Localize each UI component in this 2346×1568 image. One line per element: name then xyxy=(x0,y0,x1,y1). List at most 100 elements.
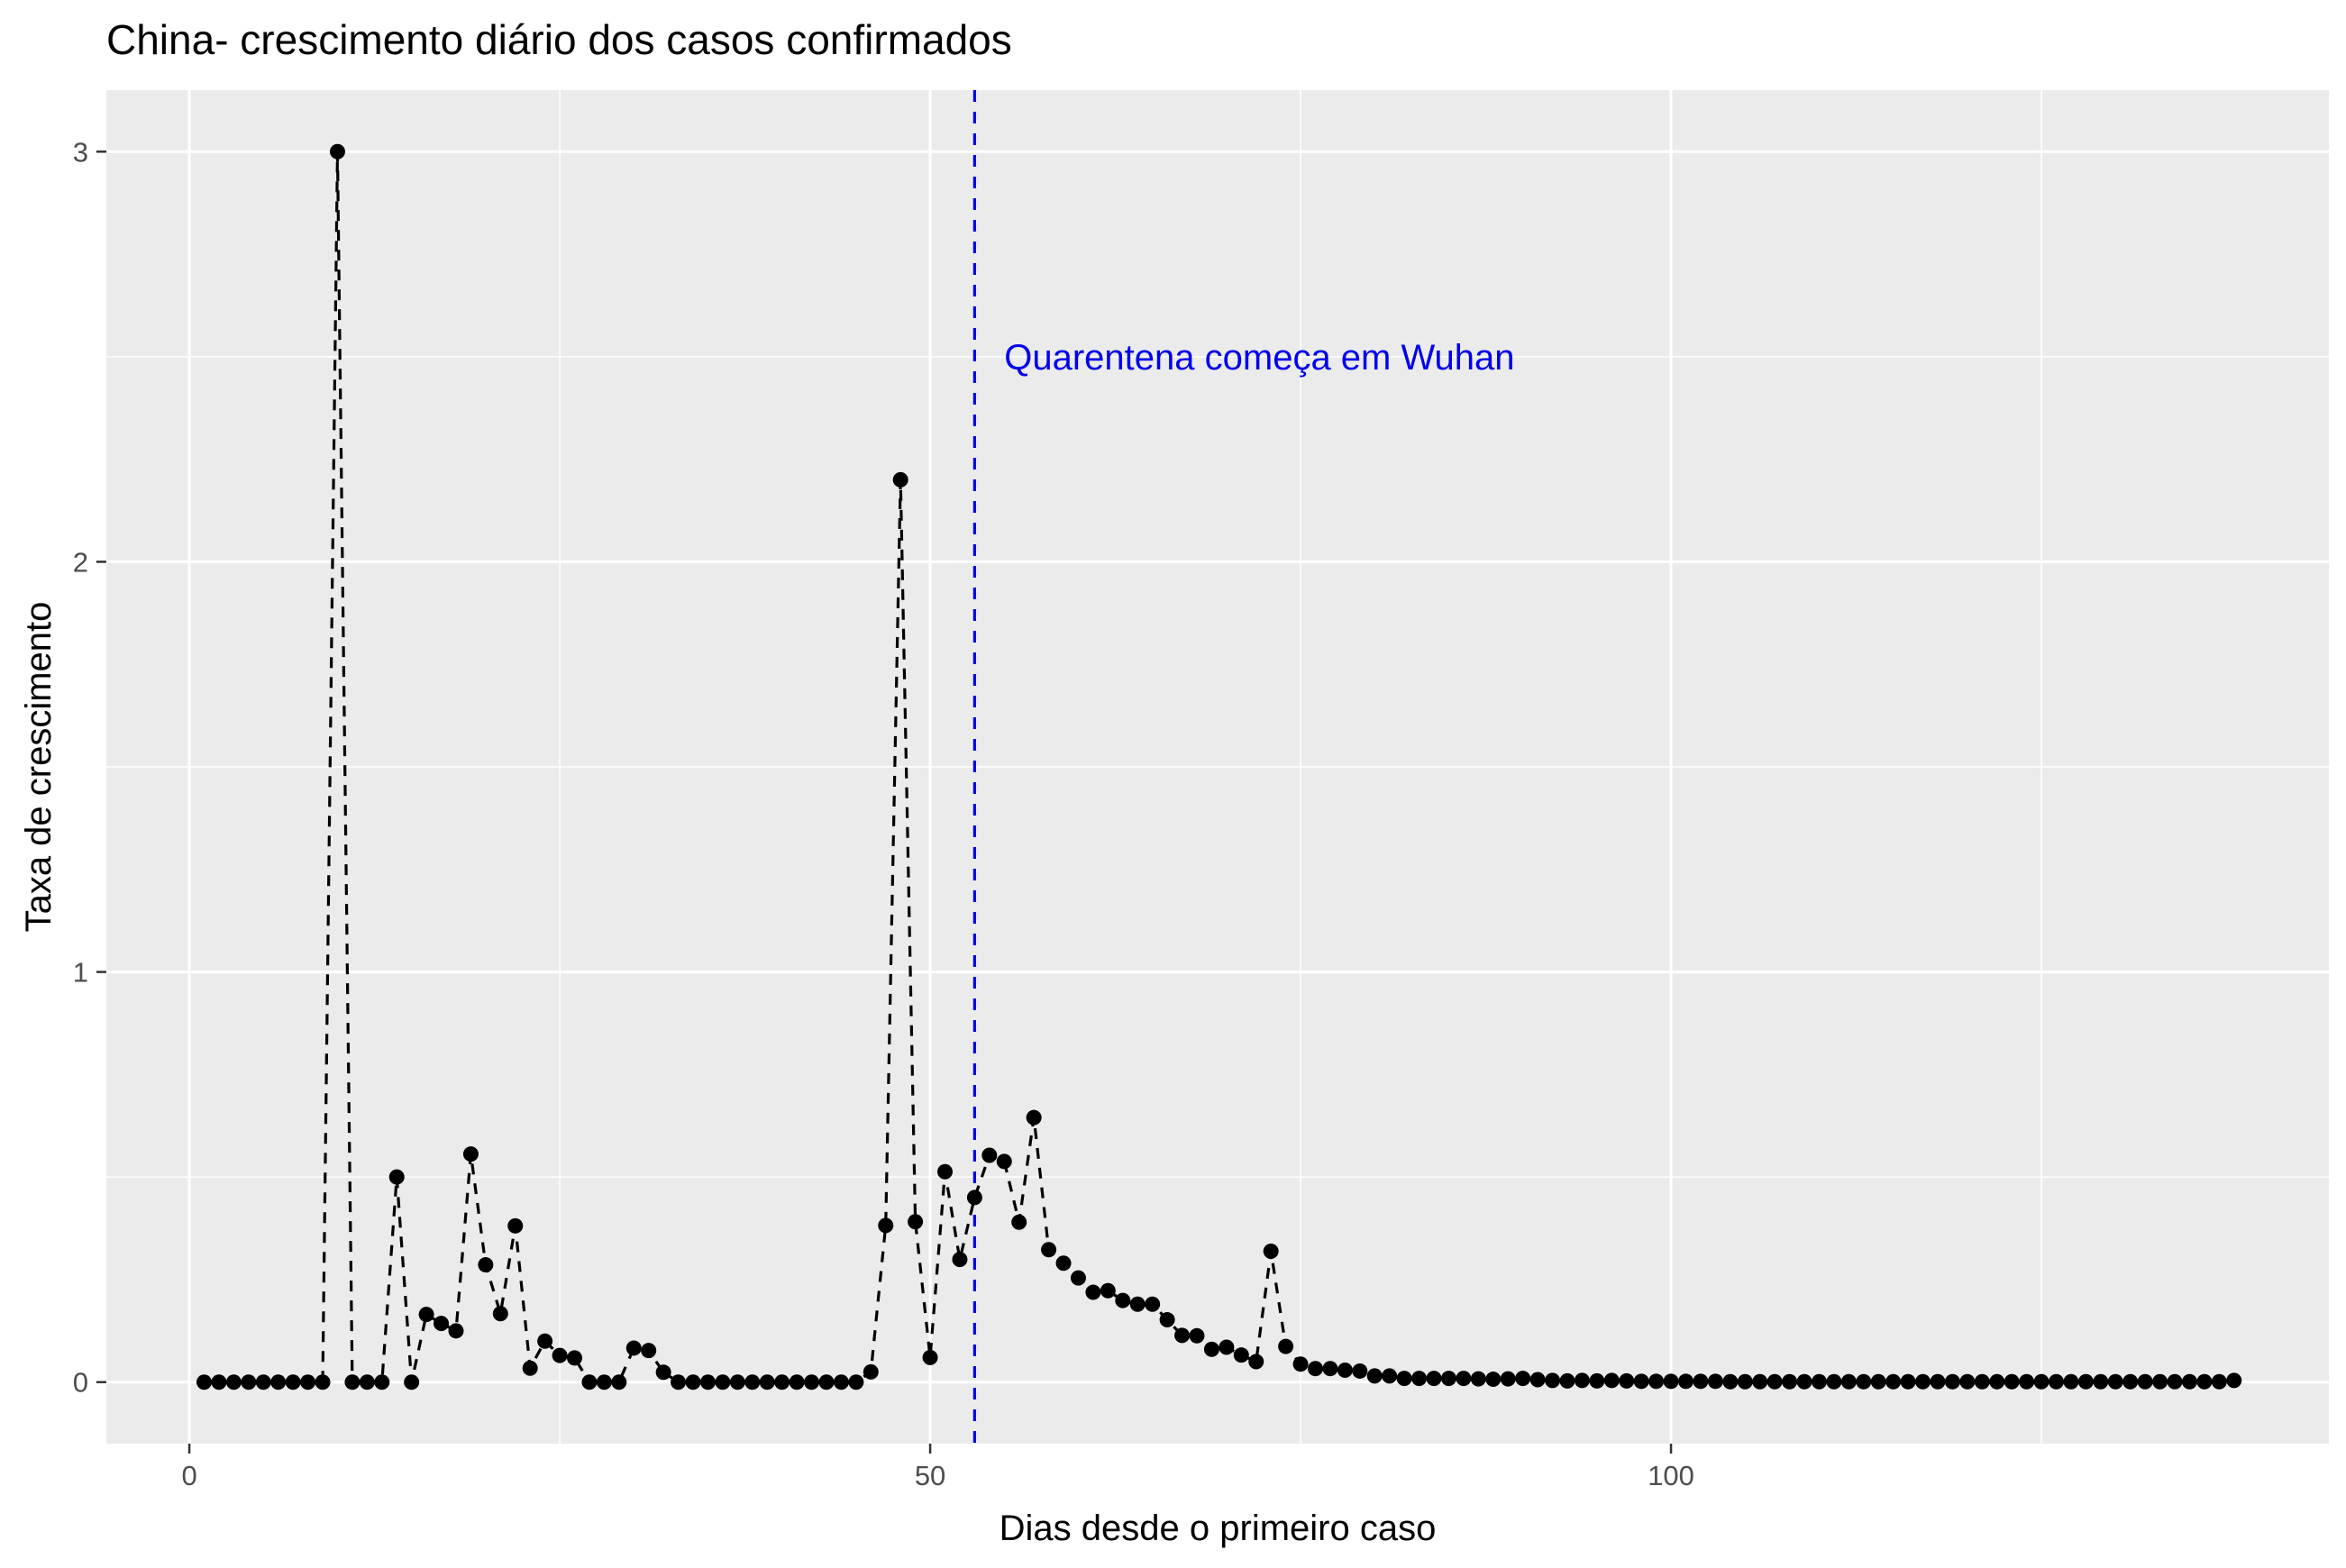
data-point xyxy=(729,1374,745,1390)
data-point xyxy=(300,1374,316,1390)
data-point xyxy=(1737,1373,1753,1390)
data-point xyxy=(2211,1373,2227,1390)
data-point xyxy=(537,1333,553,1349)
data-point xyxy=(1559,1372,1575,1389)
data-point xyxy=(211,1374,227,1390)
data-point xyxy=(685,1374,701,1390)
data-point xyxy=(2122,1373,2139,1390)
data-point xyxy=(1233,1347,1249,1363)
data-point xyxy=(1278,1338,1294,1354)
data-point xyxy=(1248,1354,1264,1370)
y-tick-label: 0 xyxy=(73,1367,88,1399)
data-point xyxy=(715,1374,731,1390)
data-point xyxy=(2152,1373,2168,1390)
grid-minor-lines xyxy=(106,90,2329,1444)
data-point xyxy=(952,1252,968,1268)
data-point xyxy=(699,1374,716,1390)
y-tick-label: 2 xyxy=(73,546,88,578)
data-point xyxy=(1619,1372,1635,1389)
data-point xyxy=(1529,1372,1546,1388)
y-axis-ticks: 0 1 2 3 xyxy=(73,136,106,1399)
data-point xyxy=(655,1364,671,1381)
data-point xyxy=(2077,1373,2094,1390)
data-point xyxy=(1930,1373,1946,1390)
data-point xyxy=(1915,1373,1931,1390)
data-point xyxy=(1485,1372,1502,1388)
data-point xyxy=(1470,1371,1486,1387)
data-point xyxy=(774,1374,790,1390)
data-point xyxy=(2033,1373,2049,1390)
data-point xyxy=(1515,1371,1531,1387)
data-point xyxy=(1633,1373,1649,1390)
data-point xyxy=(1322,1361,1338,1377)
data-point xyxy=(1292,1356,1309,1372)
data-point xyxy=(1366,1368,1383,1384)
data-point xyxy=(833,1374,849,1390)
data-point xyxy=(804,1374,820,1390)
data-point xyxy=(744,1374,761,1390)
data-point xyxy=(1100,1282,1116,1299)
data-point xyxy=(285,1374,301,1390)
chart-title: China- crescimento diário dos casos conf… xyxy=(106,16,1012,63)
data-point xyxy=(1752,1373,1768,1390)
data-point xyxy=(1722,1373,1739,1390)
data-point xyxy=(2093,1373,2109,1390)
data-point xyxy=(225,1374,242,1390)
data-point xyxy=(1811,1373,1827,1390)
data-point xyxy=(2137,1373,2153,1390)
data-point xyxy=(2019,1373,2035,1390)
data-point xyxy=(1396,1371,1412,1387)
data-point xyxy=(1129,1296,1146,1312)
data-point xyxy=(1145,1296,1161,1312)
data-point xyxy=(404,1374,420,1390)
data-point xyxy=(2226,1372,2242,1389)
data-point xyxy=(863,1363,879,1380)
data-point xyxy=(329,143,345,160)
data-point xyxy=(1782,1373,1798,1390)
data-point xyxy=(1041,1242,1057,1258)
data-point xyxy=(1308,1361,1324,1377)
data-point xyxy=(1337,1363,1353,1379)
data-point xyxy=(492,1306,508,1322)
data-point xyxy=(196,1374,213,1390)
data-point xyxy=(374,1374,390,1390)
data-point xyxy=(448,1323,464,1339)
x-tick-label: 100 xyxy=(1648,1460,1694,1491)
data-point xyxy=(789,1374,805,1390)
data-point xyxy=(1603,1372,1620,1389)
data-point xyxy=(1693,1373,1709,1390)
data-point xyxy=(892,471,908,488)
data-point xyxy=(1352,1363,1368,1379)
data-point xyxy=(922,1349,938,1365)
data-point xyxy=(1011,1214,1027,1230)
data-point xyxy=(241,1374,257,1390)
data-point xyxy=(818,1374,835,1390)
data-point xyxy=(1189,1327,1205,1344)
data-point xyxy=(1574,1372,1590,1389)
data-point xyxy=(1219,1339,1235,1355)
data-point xyxy=(2167,1373,2183,1390)
data-point xyxy=(1382,1368,1398,1384)
data-point xyxy=(908,1214,924,1230)
x-axis-label: Dias desde o primeiro caso xyxy=(1000,1509,1437,1548)
data-point xyxy=(937,1163,954,1180)
data-point xyxy=(2004,1373,2020,1390)
data-point xyxy=(1974,1373,1990,1390)
data-point xyxy=(1159,1312,1175,1328)
data-point xyxy=(1900,1373,1916,1390)
data-point xyxy=(1766,1373,1783,1390)
data-point xyxy=(462,1146,479,1162)
data-point xyxy=(1440,1371,1456,1387)
data-point xyxy=(671,1374,687,1390)
data-point xyxy=(270,1374,287,1390)
data-point xyxy=(2063,1373,2079,1390)
data-point xyxy=(596,1374,612,1390)
data-point xyxy=(1203,1341,1219,1357)
data-point xyxy=(641,1343,657,1359)
data-point xyxy=(388,1169,405,1185)
data-point xyxy=(966,1190,982,1206)
data-point xyxy=(2049,1373,2065,1390)
data-point xyxy=(2196,1373,2213,1390)
data-point xyxy=(522,1360,538,1376)
